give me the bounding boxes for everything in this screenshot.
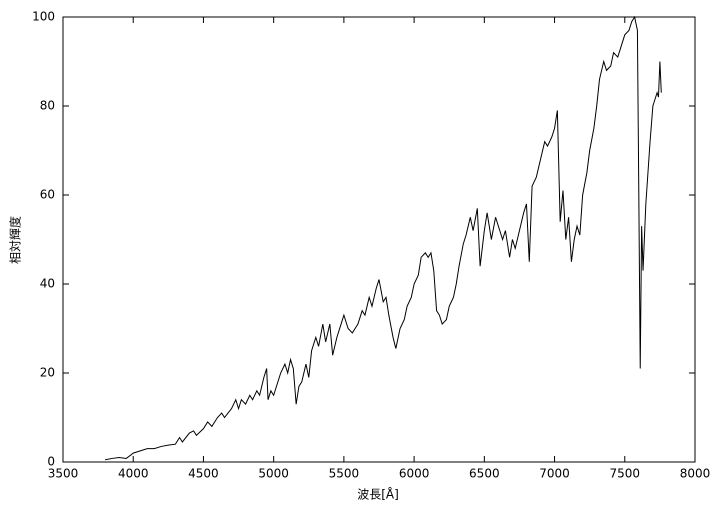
y-tick-label: 40: [40, 277, 55, 291]
x-tick-label: 7500: [610, 467, 641, 481]
x-tick-label: 4000: [118, 467, 149, 481]
y-tick-label: 20: [40, 366, 55, 380]
x-tick-label: 5500: [329, 467, 360, 481]
x-tick-label: 5000: [258, 467, 289, 481]
x-tick-label: 8000: [680, 467, 711, 481]
y-tick-label: 80: [40, 99, 55, 113]
plot-frame: [62, 16, 696, 463]
spectrum-line: [105, 15, 662, 461]
x-tick-label: 6500: [469, 467, 500, 481]
x-tick-label: 6000: [399, 467, 430, 481]
x-axis-label: 波長[Å]: [357, 487, 399, 502]
x-tick-label: 7000: [539, 467, 570, 481]
y-tick-label: 60: [40, 188, 55, 202]
y-tick-label: 100: [32, 10, 55, 24]
x-tick-label: 4500: [188, 467, 219, 481]
y-axis-label: 相対輝度: [8, 216, 23, 264]
x-tick-label: 3500: [48, 467, 79, 481]
y-tick-label: 0: [47, 455, 55, 469]
